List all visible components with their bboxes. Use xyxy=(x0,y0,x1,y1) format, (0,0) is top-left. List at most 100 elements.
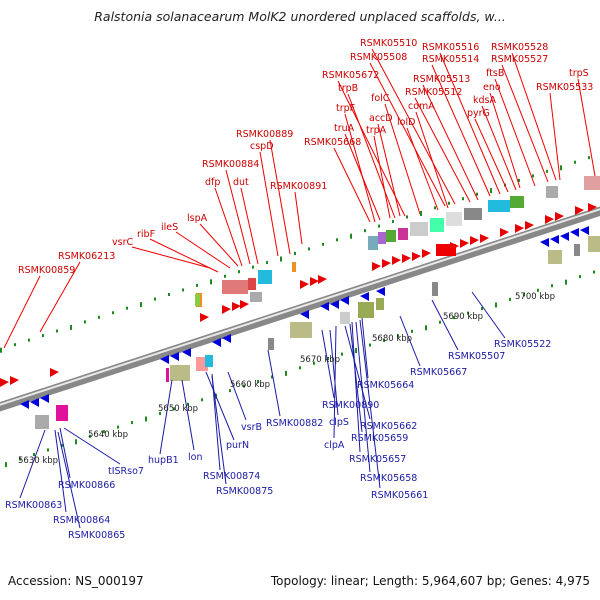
track-tick xyxy=(238,270,240,274)
gene-arrow xyxy=(212,338,221,347)
gene-label: RSMK00891 xyxy=(270,181,327,192)
leader-line xyxy=(240,187,259,265)
track-tick xyxy=(14,343,16,347)
leader-line xyxy=(511,52,557,181)
gene-label: RSMK00863 xyxy=(5,500,62,511)
track-tick xyxy=(476,192,478,196)
gene-label: accD xyxy=(369,113,393,124)
leader-line xyxy=(377,123,401,217)
gene-label: clpA xyxy=(324,440,345,451)
gene-label: RSMK00866 xyxy=(58,480,115,491)
accession-text: Accession: NS_000197 xyxy=(8,574,144,588)
gene-arrow xyxy=(376,287,385,296)
gene-label: pyrG xyxy=(467,108,490,119)
gene-box xyxy=(398,228,408,240)
leader-line xyxy=(474,118,509,193)
gene-arrow xyxy=(422,249,431,258)
gene-arrow xyxy=(30,398,39,407)
track-tick xyxy=(537,288,539,292)
leader-line xyxy=(422,84,479,201)
leader-line xyxy=(333,325,337,439)
track-tick xyxy=(47,448,49,452)
track-tick xyxy=(154,297,156,301)
leader-line xyxy=(329,329,339,416)
gene-features xyxy=(0,176,600,429)
track-tick xyxy=(257,380,259,384)
gene-arrow xyxy=(515,224,524,233)
leader-line xyxy=(489,92,521,189)
gene-label: RSMK06213 xyxy=(58,251,115,262)
leader-line xyxy=(359,319,381,489)
gene-arrow xyxy=(570,228,579,237)
track-tick xyxy=(0,347,2,353)
leader-line xyxy=(205,371,235,441)
track-tick xyxy=(462,197,464,201)
gene-label: RSMK05659 xyxy=(351,433,408,444)
gene-arrow xyxy=(222,334,231,343)
gene-label: ribF xyxy=(137,229,155,240)
scale-label: 5640 kbp xyxy=(88,430,128,440)
leader-line xyxy=(414,97,471,203)
gene-label: RSMK05528 xyxy=(491,42,548,53)
gene-arrow xyxy=(545,215,554,224)
gene-label: RSMK00884 xyxy=(202,159,259,170)
leader-line xyxy=(384,103,421,215)
gene-label: trpB xyxy=(338,83,358,94)
gene-arrow xyxy=(10,376,19,385)
track-tick xyxy=(19,457,21,461)
gene-box xyxy=(588,236,600,252)
leader-line xyxy=(361,317,369,379)
gene-label: RSMK05510 xyxy=(360,38,417,49)
track-tick xyxy=(56,329,58,333)
gene-box xyxy=(436,244,456,256)
reverse-gene-labels[interactable]: RSMK00863 RSMK00864 RSMK00865 RSMK00866 … xyxy=(5,339,551,541)
gene-box xyxy=(446,212,462,226)
track-tick xyxy=(126,306,128,310)
scale-label: 5630 kbp xyxy=(18,456,58,466)
gene-arrow xyxy=(555,212,564,221)
gene-label: RSMK05513 xyxy=(413,74,470,85)
track-tick xyxy=(299,366,301,370)
track-tick xyxy=(439,320,441,324)
gene-arrow xyxy=(240,300,249,309)
gene-box xyxy=(410,222,428,236)
gene-arrow xyxy=(392,256,401,265)
gene-arrow xyxy=(402,254,411,263)
track-tick xyxy=(103,430,105,434)
forward-gene-labels[interactable]: RSMK00859 RSMK06213 vsrC ribF ileS lspA … xyxy=(18,38,593,276)
gene-label: RSMK00864 xyxy=(53,515,110,526)
track-tick xyxy=(229,389,231,393)
gene-label: RSMK00865 xyxy=(68,530,125,541)
gene-label: RSMK05672 xyxy=(322,70,379,81)
track-tick xyxy=(201,398,203,402)
track-tick xyxy=(159,411,161,415)
gene-arrow xyxy=(480,234,489,243)
gene-label: RSMK05527 xyxy=(491,54,548,65)
gene-label: RSMK05664 xyxy=(357,380,414,391)
scale-label: 5700 kbp xyxy=(515,292,555,302)
leader-line xyxy=(349,323,363,433)
gene-label: RSMK05512 xyxy=(405,87,462,98)
gene-box xyxy=(432,282,438,296)
track-tick xyxy=(364,229,366,233)
scale-label: 5650 kbp xyxy=(158,404,198,414)
track-tick xyxy=(495,302,497,308)
track-tick xyxy=(61,443,63,447)
leader-line xyxy=(431,299,459,351)
gene-label: vsrB xyxy=(241,422,262,433)
gene-label: purN xyxy=(226,440,249,451)
scale-label: 5690 kbp xyxy=(443,312,483,322)
gene-label: RSMK05533 xyxy=(536,82,593,93)
track-tick xyxy=(140,302,142,308)
gene-label: tISRso7 xyxy=(108,466,144,477)
track-tick xyxy=(448,201,450,205)
gene-box xyxy=(358,302,374,318)
track-tick xyxy=(210,279,212,285)
track-tick xyxy=(490,188,492,194)
track-tick xyxy=(425,325,427,331)
gene-label: RSMK05516 xyxy=(422,42,479,53)
track-tick xyxy=(196,283,198,287)
gene-arrow xyxy=(300,280,309,289)
scale-label: 5670 kbp xyxy=(300,355,340,365)
